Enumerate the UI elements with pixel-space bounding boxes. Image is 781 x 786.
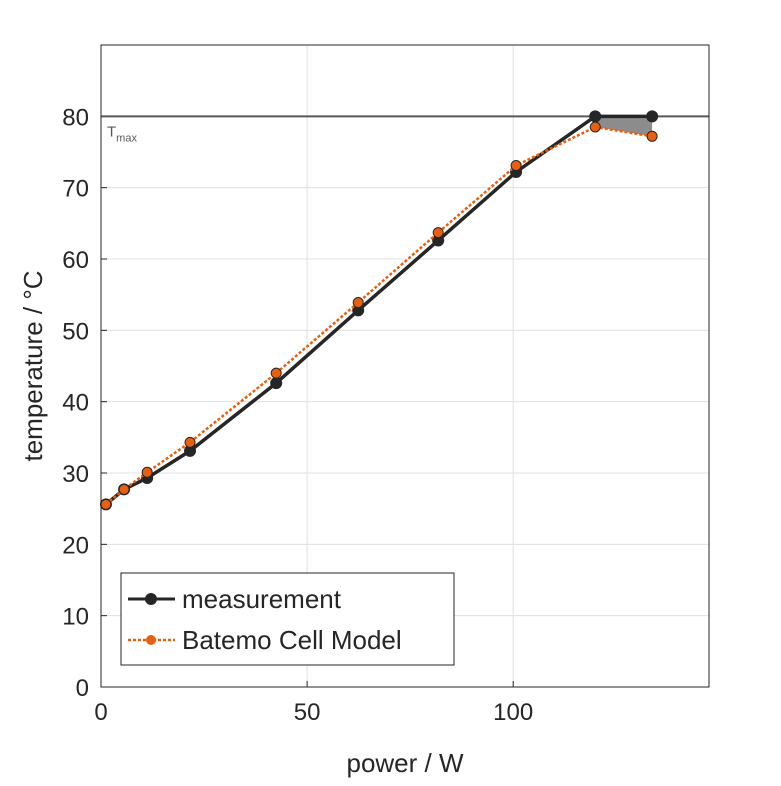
tick-labels: 0 50 100 0 10 20 30 40 50 60 70 80 xyxy=(62,104,533,726)
legend-label-measurement: measurement xyxy=(182,584,342,614)
data-point-1 xyxy=(118,483,130,495)
data-point-1 xyxy=(589,121,601,133)
data-point-1 xyxy=(352,297,364,309)
x-tick-label: 50 xyxy=(294,699,321,726)
data-point-1 xyxy=(510,160,522,172)
legend-label-model: Batemo Cell Model xyxy=(182,625,402,655)
y-tick-label: 20 xyxy=(62,532,89,559)
y-tick-label: 60 xyxy=(62,247,89,274)
plot-frame xyxy=(100,44,710,688)
x-axis-label: power / W xyxy=(346,748,463,778)
y-axis-label: temperature / °C xyxy=(18,270,48,461)
data-point-0 xyxy=(184,444,197,457)
legend: measurement Batemo Cell Model xyxy=(120,572,455,666)
series-line-1 xyxy=(105,125,653,506)
data-point-0 xyxy=(352,304,365,317)
x-tick-label: 100 xyxy=(493,699,533,726)
y-tick-label: 70 xyxy=(62,176,89,203)
data-point-1 xyxy=(141,466,153,478)
legend-marker-measurement xyxy=(145,593,157,605)
data-point-1 xyxy=(432,227,444,239)
data-point-0 xyxy=(270,377,283,390)
data-point-1 xyxy=(100,498,112,510)
data-point-1 xyxy=(184,436,196,448)
data-point-1 xyxy=(270,367,282,379)
y-tick-label: 40 xyxy=(62,390,89,417)
data-point-1 xyxy=(646,130,658,142)
legend-marker-model xyxy=(146,635,156,645)
series xyxy=(99,110,659,511)
y-tick-label: 80 xyxy=(62,104,89,131)
y-tick-label: 50 xyxy=(62,318,89,345)
tmax-label: Tmax xyxy=(107,123,137,144)
y-tick-label: 0 xyxy=(76,675,89,702)
data-point-0 xyxy=(646,110,659,123)
data-point-0 xyxy=(589,110,602,123)
x-tick-label: 0 xyxy=(94,699,107,726)
y-tick-label: 30 xyxy=(62,461,89,488)
fill-region xyxy=(595,116,653,137)
series-line-0 xyxy=(104,114,653,506)
fill-between-area xyxy=(595,116,653,137)
data-point-0 xyxy=(432,234,445,247)
y-tick-label: 10 xyxy=(62,604,89,631)
